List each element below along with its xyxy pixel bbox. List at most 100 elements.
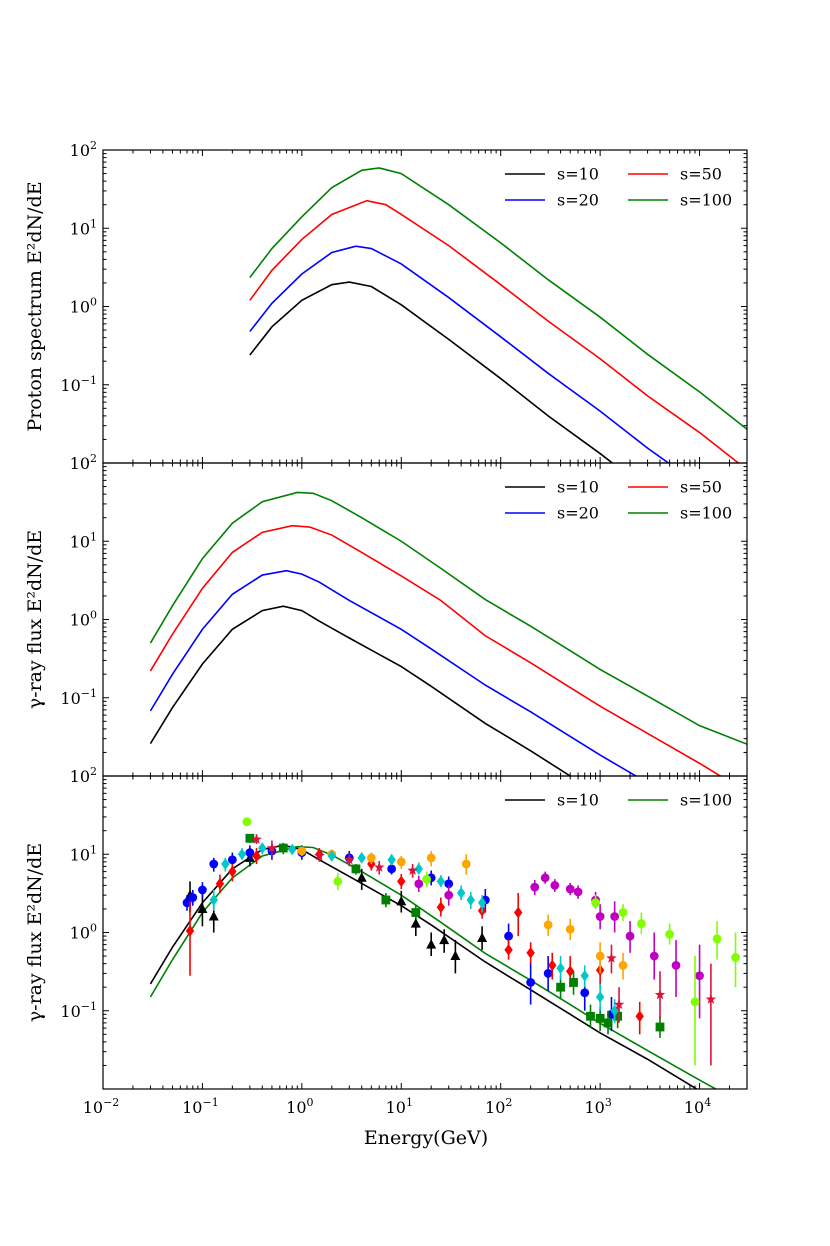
data-point: [327, 850, 336, 862]
data-point-marker: [426, 939, 437, 949]
legend-entry: s=100: [628, 791, 732, 810]
data-point: [198, 882, 207, 898]
plot-area: [249, 167, 747, 463]
legend-label: s=10: [557, 165, 599, 184]
data-point-marker: [731, 953, 740, 962]
data-point-marker: [356, 872, 367, 882]
data-point-marker: [396, 895, 407, 906]
legend-entry: s=10: [505, 165, 599, 184]
observation-set-star: [251, 833, 717, 1066]
data-point-marker: [636, 919, 646, 928]
series-line-s-100: [249, 167, 747, 430]
data-point: [436, 875, 446, 888]
x-tick-label: 104: [684, 1096, 711, 1117]
data-point-marker: [387, 864, 397, 874]
data-point-marker: [573, 887, 583, 897]
data-point-marker: [411, 908, 421, 917]
data-point-marker: [504, 931, 513, 941]
data-point: [396, 855, 406, 869]
data-point-marker: [344, 854, 355, 865]
data-point: [603, 1010, 613, 1035]
data-point-marker: [556, 982, 565, 992]
data-point: [556, 956, 565, 980]
data-point-marker: [530, 882, 540, 892]
y-tick-label: 100: [70, 296, 97, 317]
legend-entry: s=100: [628, 504, 732, 523]
y-tick-label: 101: [70, 530, 97, 551]
data-point: [550, 879, 560, 892]
data-point: [411, 905, 421, 919]
data-point: [288, 843, 297, 856]
data-point-marker: [197, 903, 208, 913]
data-point-marker: [649, 951, 659, 961]
data-point: [540, 871, 550, 884]
data-point: [436, 897, 446, 917]
data-point: [586, 1004, 595, 1029]
y-ticks: [103, 775, 747, 1090]
data-point-marker: [569, 978, 578, 987]
data-point-marker: [381, 895, 391, 905]
data-point: [705, 963, 717, 1066]
data-point-marker: [414, 879, 424, 889]
data-point: [422, 871, 432, 888]
data-point-marker: [618, 960, 628, 970]
data-point-marker: [366, 853, 376, 863]
data-point-marker: [436, 875, 446, 888]
data-point: [414, 875, 424, 892]
data-point-marker: [208, 911, 219, 921]
data-point: [397, 873, 406, 889]
series-line-s-100: [149, 491, 747, 745]
data-point: [221, 857, 230, 872]
data-point: [266, 840, 278, 856]
data-point: [595, 983, 605, 1011]
data-point-marker: [444, 879, 454, 889]
legend-entry: s=20: [505, 191, 599, 210]
data-point: [242, 817, 252, 827]
data-point-marker: [526, 947, 535, 959]
data-point: [258, 842, 267, 855]
data-point-marker: [414, 863, 423, 875]
legend: s=10 s=50 s=20 s=100: [505, 478, 732, 523]
y-axis-label: γ-ray flux E²dN/dE: [24, 843, 46, 1022]
data-point: [278, 842, 288, 855]
data-point: [228, 864, 237, 882]
data-point-marker: [548, 959, 557, 972]
data-point: [654, 971, 666, 1019]
x-ticks: [102, 150, 748, 463]
data-point: [625, 921, 635, 953]
data-point: [333, 872, 343, 890]
data-point-marker: [426, 853, 436, 863]
data-point-marker: [591, 898, 600, 908]
data-point-marker: [580, 969, 589, 982]
data-point: [548, 952, 557, 980]
data-point: [188, 889, 198, 906]
data-point: [635, 1001, 644, 1035]
legend-entry: s=50: [628, 478, 722, 497]
data-point: [297, 846, 307, 856]
data-point-marker: [613, 1011, 623, 1021]
data-point: [606, 944, 617, 974]
x-tick-labels: 10−2 10−1 100 101 102 103 104: [83, 1096, 712, 1117]
data-point: [450, 940, 461, 974]
data-point-marker: [712, 934, 722, 944]
data-point-marker: [188, 893, 198, 902]
data-point-marker: [580, 988, 590, 998]
legend: s=10 s=100: [505, 791, 732, 810]
data-point: [414, 862, 423, 875]
legend: s=10 s=50 s=20 s=100: [505, 165, 732, 210]
y-tick-label: 10−1: [60, 687, 97, 708]
y-tick-label: 102: [70, 452, 97, 473]
y-tick-label: 10−1: [60, 1000, 97, 1021]
data-point-marker: [514, 906, 523, 919]
data-point-marker: [251, 833, 262, 844]
data-point-marker: [595, 991, 605, 1003]
x-ticks: [102, 776, 748, 1089]
data-point-marker: [565, 884, 575, 894]
data-point: [252, 848, 261, 865]
legend-label: s=50: [680, 165, 722, 184]
y-tick-label: 101: [70, 217, 97, 238]
observation-set-circle: [242, 817, 740, 1066]
data-point: [514, 892, 523, 937]
data-point: [245, 845, 255, 862]
